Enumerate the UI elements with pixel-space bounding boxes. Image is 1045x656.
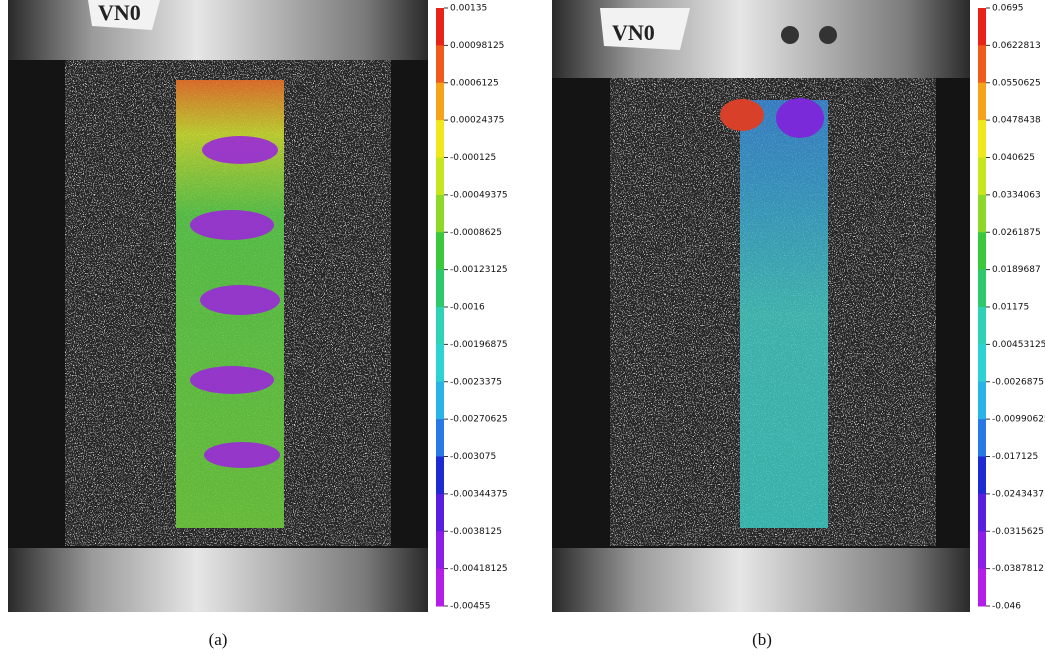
colorbar-tick-label: -0.00123125 — [450, 265, 508, 275]
colorbar-segment — [436, 456, 444, 495]
colorbar-tick-label: 0.00135 — [450, 4, 487, 14]
colorbar-segment — [978, 232, 986, 271]
colorbar-tick-label: -0.017125 — [992, 452, 1038, 462]
colorbar-tick-label: 0.00098125 — [450, 41, 504, 51]
colorbar-tick-label: -0.00418125 — [450, 564, 508, 574]
colorbar-tick-label: -0.0023375 — [450, 377, 502, 387]
colorbar-segment — [436, 568, 444, 607]
colorbar-tick-label: 0.0478438 — [992, 116, 1041, 126]
colorbar-tick-label: 0.0695 — [992, 4, 1024, 14]
colorbar-segment — [436, 194, 444, 233]
colorbar-segment — [436, 45, 444, 84]
colorbar-tick-label: -0.00270625 — [450, 415, 508, 425]
colorbar-tick-label: -0.0243437 — [992, 489, 1044, 499]
image-panel-b: VN0 — [552, 0, 970, 612]
specimen-label: VN0 — [98, 0, 141, 25]
colorbar-segment — [978, 307, 986, 345]
colorbar-tick-label: -0.00344375 — [450, 489, 508, 499]
colorbar-segment — [436, 419, 444, 457]
colorbar-tick-label: 0.0261875 — [992, 228, 1041, 238]
colorbar-tick-label: 0.0622813 — [992, 41, 1041, 51]
colorbar-segment — [436, 120, 444, 158]
colorbar-segment — [978, 568, 986, 607]
colorbar-tick-label: -0.000125 — [450, 153, 496, 163]
colorbar-tick-label: -0.0387812 — [992, 564, 1044, 574]
colorbar-segment — [978, 269, 986, 308]
colorbar-segment — [436, 381, 444, 420]
colorbar-segment — [978, 194, 986, 233]
colorbar-segment — [978, 493, 986, 532]
colorbar-segment — [978, 8, 986, 46]
colorbar-tick-label: -0.00049375 — [450, 190, 508, 200]
colorbar-segment — [978, 157, 986, 196]
specimen-label: VN0 — [612, 20, 655, 45]
colorbar-tick-label: -0.0026875 — [992, 377, 1044, 387]
colorbar-tick-label: 0.00453125 — [992, 340, 1045, 350]
caption: (a) — [209, 630, 228, 649]
colorbar-segment — [978, 419, 986, 457]
colorbar-tick-label: -0.00196875 — [450, 340, 508, 350]
colorbar-segment — [436, 232, 444, 271]
colorbar-segment — [436, 157, 444, 196]
colorbar-segment — [436, 493, 444, 532]
colorbar-tick-label: -0.0038125 — [450, 527, 502, 537]
colorbar-tick-label: -0.0016 — [450, 303, 485, 313]
colorbar-tick-label: 0.01175 — [992, 303, 1029, 313]
colorbar-segment — [436, 344, 444, 383]
colorbar-segment — [978, 456, 986, 495]
colorbar-tick-label: -0.046 — [992, 602, 1021, 612]
colorbar-segment — [436, 82, 444, 121]
colorbar-segment — [978, 82, 986, 121]
colorbar-segment — [978, 120, 986, 158]
colorbar-tick-label: 0.0550625 — [992, 78, 1041, 88]
colorbar-tick-label: 0.00024375 — [450, 116, 504, 126]
colorbar-segment — [978, 381, 986, 420]
colorbar-segment — [978, 531, 986, 570]
colorbar-segment — [978, 344, 986, 383]
image-panel-a: VN0 — [8, 0, 428, 612]
colorbar-tick-label: -0.003075 — [450, 452, 496, 462]
colorbar-tick-label: 0.0334063 — [992, 190, 1041, 200]
colorbar-segment — [978, 45, 986, 84]
colorbar-tick-label: 0.0189687 — [992, 265, 1041, 275]
colorbar-tick-label: 0.040625 — [992, 153, 1035, 163]
colorbar-tick-label: -0.0315625 — [992, 527, 1044, 537]
colorbar-segment — [436, 269, 444, 308]
colorbar-tick-label: -0.00455 — [450, 602, 490, 612]
colorbar-segment — [436, 531, 444, 570]
colorbar-segment — [436, 307, 444, 345]
colorbar-tick-label: 0.0006125 — [450, 78, 499, 88]
colorbar-tick-label: -0.00990625 — [992, 415, 1045, 425]
colorbar-tick-label: -0.0008625 — [450, 228, 502, 238]
colorbar-segment — [436, 8, 444, 46]
caption: (b) — [752, 630, 772, 649]
